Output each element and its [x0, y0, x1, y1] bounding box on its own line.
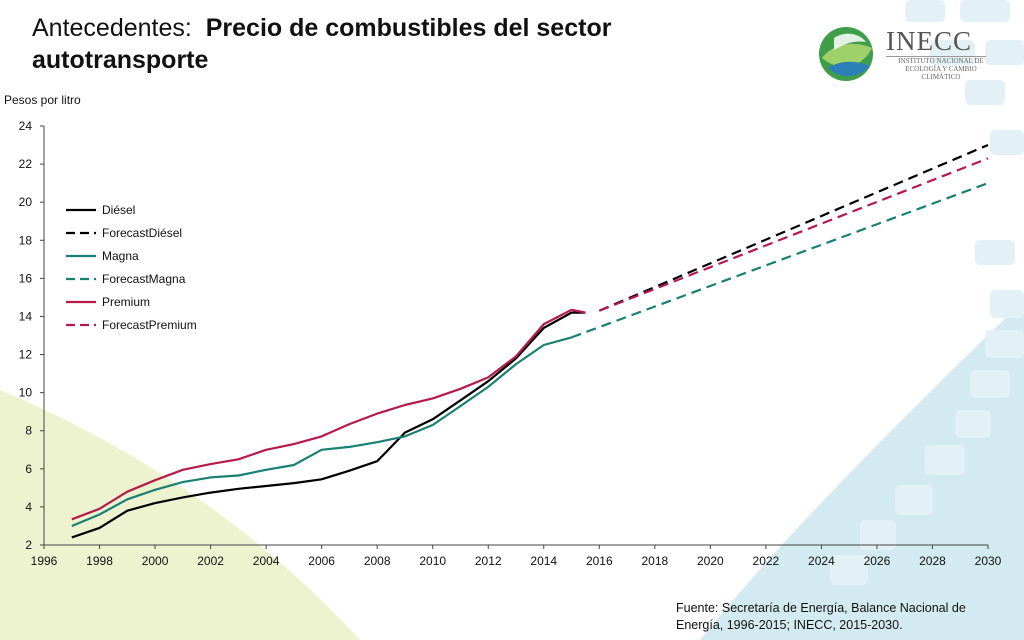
legend-label: Magna	[102, 249, 139, 263]
series-line-Magna	[71, 336, 572, 528]
logo-subtitle: INSTITUTO NACIONAL DE ECOLOGÍA Y CAMBIO …	[898, 57, 984, 81]
title-lead: Antecedentes:	[32, 14, 192, 42]
y-tick-label: 24	[19, 119, 33, 133]
series-line-ForecastMagna	[571, 182, 989, 339]
legend-label: ForecastDiésel	[102, 226, 182, 240]
x-tick-label: 2010	[419, 554, 446, 568]
source-note: Fuente: Secretaría de Energía, Balance N…	[676, 601, 966, 632]
y-tick-label: 4	[25, 500, 32, 514]
x-tick-label: 2008	[364, 554, 391, 568]
series-line-ForecastDiésel	[598, 143, 989, 312]
x-tick-label: 2022	[753, 554, 780, 568]
chart-series	[71, 143, 989, 539]
inecc-logo: INECC INSTITUTO NACIONAL DE ECOLOGÍA Y C…	[814, 24, 994, 84]
x-tick-label: 2028	[919, 554, 946, 568]
x-tick-label: 2014	[530, 554, 557, 568]
legend-label: ForecastPremium	[102, 318, 197, 332]
legend-label: Premium	[102, 295, 150, 309]
y-axis-label: Pesos por litro	[4, 93, 81, 107]
y-tick-label: 18	[19, 233, 33, 247]
chart-legend: Diésel ForecastDiésel Magna ForecastMagna Pr…	[66, 203, 197, 332]
x-tick-label: 2012	[475, 554, 502, 568]
x-tick-label: 2020	[697, 554, 724, 568]
background-left-swoosh	[0, 390, 360, 640]
series-line-Premium	[71, 308, 586, 521]
leaf-globe-icon	[819, 27, 873, 81]
y-tick-label: 2	[25, 538, 32, 552]
y-tick-label: 20	[19, 195, 33, 209]
series-line-ForecastPremium	[598, 157, 989, 312]
legend-label: ForecastMagna	[102, 272, 186, 286]
y-tick-label: 12	[19, 348, 33, 362]
slide-title: Antecedentes: Precio de combustibles del…	[32, 12, 712, 76]
background-tiles	[830, 0, 1024, 585]
y-tick-label: 6	[25, 462, 32, 476]
x-tick-label: 2006	[308, 554, 335, 568]
x-tick-label: 2024	[808, 554, 835, 568]
x-tick-label: 2002	[197, 554, 224, 568]
x-tick-label: 1996	[31, 554, 58, 568]
y-tick-label: 22	[19, 157, 33, 171]
logo-name: INECC	[886, 26, 972, 56]
x-tick-label: 2026	[864, 554, 891, 568]
y-tick-label: 8	[25, 424, 32, 438]
series-line-Diésel	[71, 311, 586, 539]
fuel-price-chart: Pesos por litro 246810121416182022241996…	[4, 93, 1002, 568]
x-tick-label: 2018	[641, 554, 668, 568]
x-tick-label: 2016	[586, 554, 613, 568]
y-tick-label: 14	[19, 309, 33, 323]
background-right-swoosh	[700, 300, 1024, 640]
title-main: Precio de combustibles del sector autotr…	[32, 14, 612, 74]
x-tick-label: 1998	[86, 554, 113, 568]
y-tick-label: 16	[19, 271, 33, 285]
y-tick-label: 10	[19, 386, 33, 400]
legend-label: Diésel	[102, 203, 135, 217]
x-tick-label: 2004	[253, 554, 280, 568]
x-tick-label: 2000	[142, 554, 169, 568]
x-tick-label: 2030	[975, 554, 1002, 568]
logo-divider	[886, 56, 986, 57]
